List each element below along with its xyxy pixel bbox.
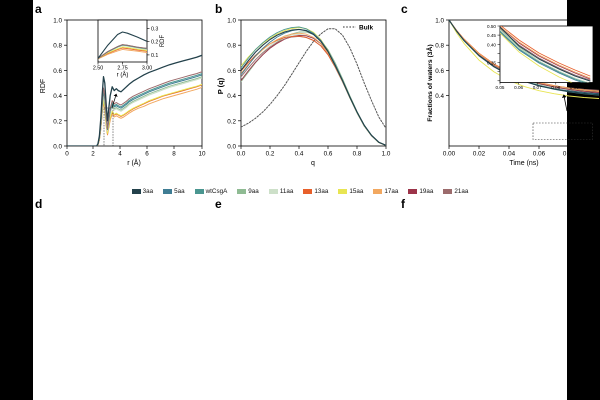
svg-text:0.4: 0.4 <box>227 93 236 100</box>
svg-text:3.00: 3.00 <box>142 66 152 72</box>
svg-text:0.45: 0.45 <box>487 33 496 38</box>
svg-text:0.10: 0.10 <box>593 151 600 158</box>
svg-text:6: 6 <box>145 151 149 158</box>
svg-text:RDF: RDF <box>40 79 47 93</box>
svg-text:0.09: 0.09 <box>570 85 579 90</box>
svg-text:4: 4 <box>118 151 122 158</box>
svg-text:0.0: 0.0 <box>53 144 62 151</box>
svg-text:0.35: 0.35 <box>487 61 496 66</box>
svg-text:1.0: 1.0 <box>435 18 444 25</box>
svg-text:1.0: 1.0 <box>53 18 62 25</box>
svg-text:8: 8 <box>172 151 176 158</box>
svg-text:0.4: 0.4 <box>295 151 304 158</box>
svg-text:0.50: 0.50 <box>487 24 496 29</box>
svg-text:0.2: 0.2 <box>266 151 275 158</box>
svg-text:0.06: 0.06 <box>533 151 546 158</box>
svg-text:0.1: 0.1 <box>151 53 158 59</box>
svg-text:0.07: 0.07 <box>533 85 542 90</box>
svg-text:0.2: 0.2 <box>227 118 236 125</box>
svg-text:r (Å): r (Å) <box>117 72 129 79</box>
svg-text:P (q): P (q) <box>216 77 225 94</box>
svg-text:Bulk: Bulk <box>359 25 373 32</box>
svg-text:1.0: 1.0 <box>227 18 236 25</box>
svg-text:2.50: 2.50 <box>93 66 103 72</box>
svg-text:0.3: 0.3 <box>151 27 158 33</box>
svg-text:Fractions of waters (3Å): Fractions of waters (3Å) <box>425 44 434 121</box>
svg-text:0.6: 0.6 <box>435 68 444 75</box>
svg-text:0.02: 0.02 <box>473 151 486 158</box>
svg-text:0.10: 0.10 <box>589 85 598 90</box>
svg-text:0.2: 0.2 <box>53 118 62 125</box>
svg-text:0.6: 0.6 <box>324 151 333 158</box>
svg-text:Time (ns): Time (ns) <box>509 160 538 167</box>
svg-text:2: 2 <box>91 151 95 158</box>
svg-text:0.4: 0.4 <box>435 93 444 100</box>
svg-text:0.8: 0.8 <box>435 43 444 50</box>
svg-text:0: 0 <box>65 151 69 158</box>
svg-text:0.8: 0.8 <box>353 151 362 158</box>
svg-text:0.08: 0.08 <box>551 85 560 90</box>
svg-text:2.75: 2.75 <box>117 66 127 72</box>
svg-text:0.4: 0.4 <box>53 93 62 100</box>
svg-text:1.0: 1.0 <box>382 151 391 158</box>
svg-text:0.0: 0.0 <box>237 151 246 158</box>
svg-text:r (Å): r (Å) <box>127 158 141 167</box>
svg-text:0.2: 0.2 <box>151 40 158 46</box>
svg-text:RDF: RDF <box>160 35 166 48</box>
svg-text:0.8: 0.8 <box>53 43 62 50</box>
svg-text:0.0: 0.0 <box>227 144 236 151</box>
svg-text:0.6: 0.6 <box>227 68 236 75</box>
svg-text:0.40: 0.40 <box>487 42 496 47</box>
svg-text:0.6: 0.6 <box>53 68 62 75</box>
svg-text:0.08: 0.08 <box>563 151 576 158</box>
svg-text:10: 10 <box>198 151 206 158</box>
svg-text:0.8: 0.8 <box>227 43 236 50</box>
svg-text:0.06: 0.06 <box>514 85 523 90</box>
svg-text:q: q <box>311 160 315 167</box>
svg-text:0.05: 0.05 <box>496 85 505 90</box>
svg-text:0.04: 0.04 <box>503 151 516 158</box>
svg-text:0.00: 0.00 <box>443 151 456 158</box>
